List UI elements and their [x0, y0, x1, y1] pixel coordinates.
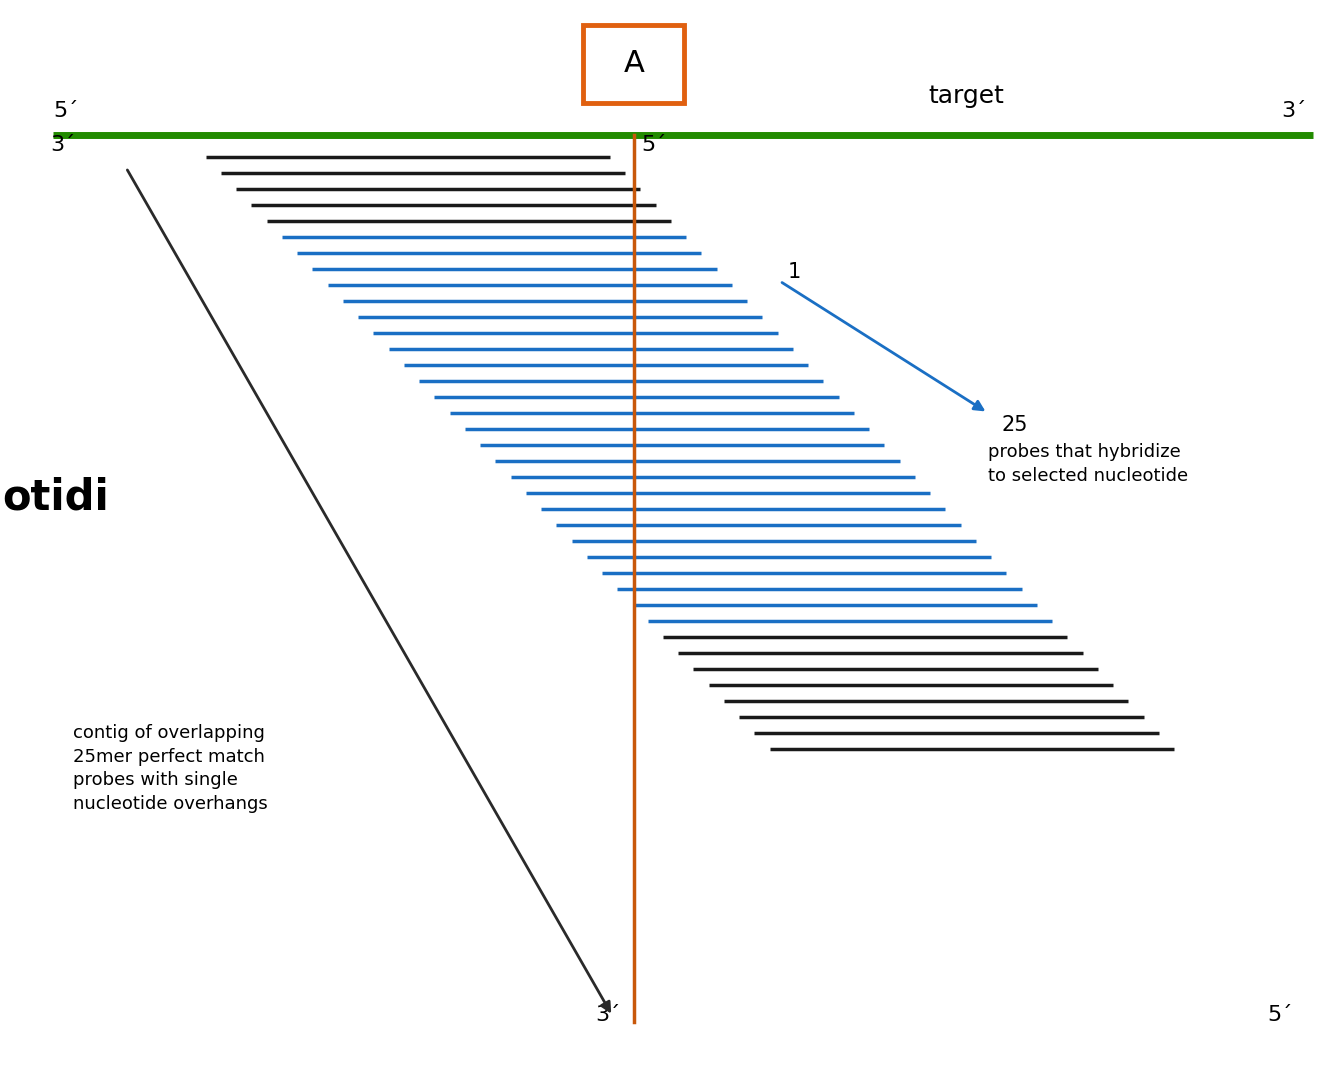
Text: otidi: otidi [3, 477, 110, 518]
Text: 25: 25 [1001, 415, 1028, 435]
Text: 3´: 3´ [1281, 101, 1306, 121]
Text: probes that hybridize
to selected nucleotide: probes that hybridize to selected nucleo… [988, 443, 1188, 484]
Text: contig of overlapping
25mer perfect match
probes with single
nucleotide overhang: contig of overlapping 25mer perfect matc… [73, 724, 268, 813]
Text: 1: 1 [788, 263, 801, 282]
Text: 5´: 5´ [53, 101, 78, 121]
Text: target: target [928, 84, 1004, 108]
Text: 5´: 5´ [1268, 1004, 1293, 1025]
Text: A: A [623, 50, 644, 78]
Text: 5´: 5´ [642, 134, 667, 155]
FancyBboxPatch shape [583, 25, 684, 103]
Text: 3´: 3´ [50, 134, 76, 155]
Text: 3´: 3´ [595, 1004, 621, 1025]
